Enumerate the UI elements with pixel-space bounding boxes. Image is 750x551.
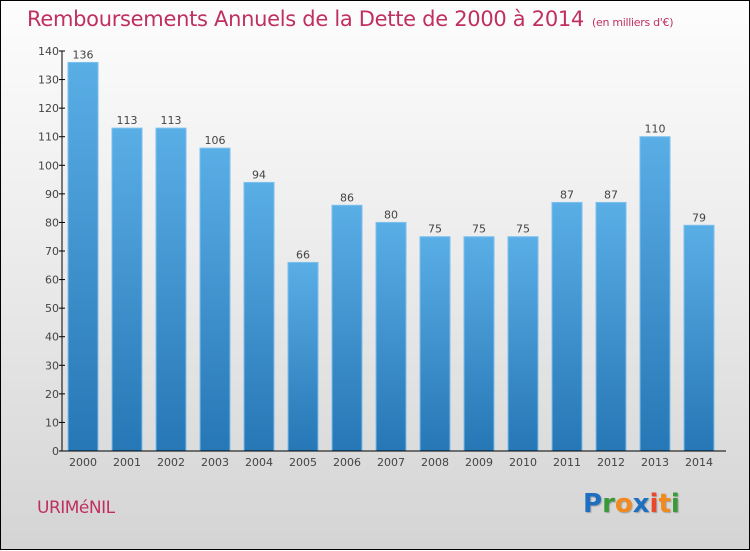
logo-letter-0: P xyxy=(583,489,603,519)
x-tick-label-2008: 2008 xyxy=(421,456,449,469)
x-tick-label-2003: 2003 xyxy=(201,456,229,469)
value-label-2013: 110 xyxy=(645,123,666,136)
value-label-2002: 113 xyxy=(161,114,182,127)
logo-letter-4: i xyxy=(649,489,659,519)
x-tick-label-2010: 2010 xyxy=(509,456,537,469)
value-label-2003: 106 xyxy=(205,134,226,147)
logo-letter-2: o xyxy=(614,489,633,519)
bar-2013 xyxy=(639,136,671,452)
x-tick-label-2004: 2004 xyxy=(245,456,273,469)
x-tick-label-2009: 2009 xyxy=(465,456,493,469)
bar-2006 xyxy=(331,204,363,452)
bar-2007 xyxy=(375,221,407,452)
x-tick-label-2001: 2001 xyxy=(113,456,141,469)
bar-2012 xyxy=(595,201,627,452)
bar-2011 xyxy=(551,201,583,452)
x-tick-label-2005: 2005 xyxy=(289,456,317,469)
bar-2009 xyxy=(463,236,495,452)
y-tick-label-50: 50 xyxy=(45,302,59,315)
chart-title-text: Remboursements Annuels de la Dette de 20… xyxy=(27,7,584,31)
logo-letter-6: i xyxy=(670,489,680,519)
bar-2004 xyxy=(243,181,275,452)
bars-group: 136 113 113 106 94 66 86 80 75 75 75 87 87 110 79 xyxy=(67,48,715,452)
chart-title: Remboursements Annuels de la Dette de 20… xyxy=(27,7,673,31)
y-tick-label-60: 60 xyxy=(45,274,59,287)
bar-2001 xyxy=(111,127,143,452)
value-label-2008: 75 xyxy=(428,223,442,236)
logo-letter-3: x xyxy=(632,489,650,519)
value-label-2007: 80 xyxy=(384,208,398,221)
chart-subtitle: (en milliers d'€) xyxy=(592,16,674,29)
x-tick-label-2012: 2012 xyxy=(597,456,625,469)
y-tick-label-90: 90 xyxy=(45,188,59,201)
bar-2005 xyxy=(287,261,319,452)
y-tick-label-80: 80 xyxy=(45,216,59,229)
y-tick-label-0: 0 xyxy=(52,445,59,458)
y-tick-label-100: 100 xyxy=(38,159,59,172)
commune-name: URIMéNIL xyxy=(37,498,115,518)
logo-letter-5: t xyxy=(658,489,671,519)
y-tick-label-40: 40 xyxy=(45,331,59,344)
proxiti-logo[interactable]: Proxiti xyxy=(583,489,680,519)
x-tick-label-2002: 2002 xyxy=(157,456,185,469)
x-tick-label-2007: 2007 xyxy=(377,456,405,469)
value-label-2006: 86 xyxy=(340,191,354,204)
logo-letter-1: r xyxy=(602,489,615,519)
value-label-2005: 66 xyxy=(296,248,310,261)
value-label-2001: 113 xyxy=(117,114,138,127)
y-tick-label-130: 130 xyxy=(38,74,59,87)
value-label-2009: 75 xyxy=(472,223,486,236)
value-label-2000: 136 xyxy=(73,48,94,61)
value-label-2012: 87 xyxy=(604,188,618,201)
value-label-2004: 94 xyxy=(252,168,266,181)
bar-2014 xyxy=(683,224,715,452)
x-tick-label-2011: 2011 xyxy=(553,456,581,469)
y-tick-label-10: 10 xyxy=(45,416,59,429)
y-tick-label-140: 140 xyxy=(38,45,59,58)
y-tick-label-120: 120 xyxy=(38,102,59,115)
y-tick-label-30: 30 xyxy=(45,359,59,372)
bar-2010 xyxy=(507,236,539,452)
x-tick-label-2000: 2000 xyxy=(69,456,97,469)
x-tick-label-2006: 2006 xyxy=(333,456,361,469)
x-tick-label-2014: 2014 xyxy=(685,456,713,469)
bar-2000 xyxy=(67,61,99,452)
x-axis: 2000 2001 2002 2003 2004 2005 2006 2007 2008 2009… xyxy=(62,450,726,469)
y-tick-label-70: 70 xyxy=(45,245,59,258)
bar-2002 xyxy=(155,127,187,452)
value-label-2014: 79 xyxy=(692,211,706,224)
bar-2003 xyxy=(199,147,231,452)
value-label-2011: 87 xyxy=(560,188,574,201)
bar-2008 xyxy=(419,236,451,452)
y-tick-label-20: 20 xyxy=(45,388,59,401)
y-axis: 0 10 20 30 40 50 60 70 80 90 100 110 120 130 140 xyxy=(38,45,65,458)
x-tick-label-2013: 2013 xyxy=(641,456,669,469)
y-tick-label-110: 110 xyxy=(38,131,59,144)
value-label-2010: 75 xyxy=(516,223,530,236)
